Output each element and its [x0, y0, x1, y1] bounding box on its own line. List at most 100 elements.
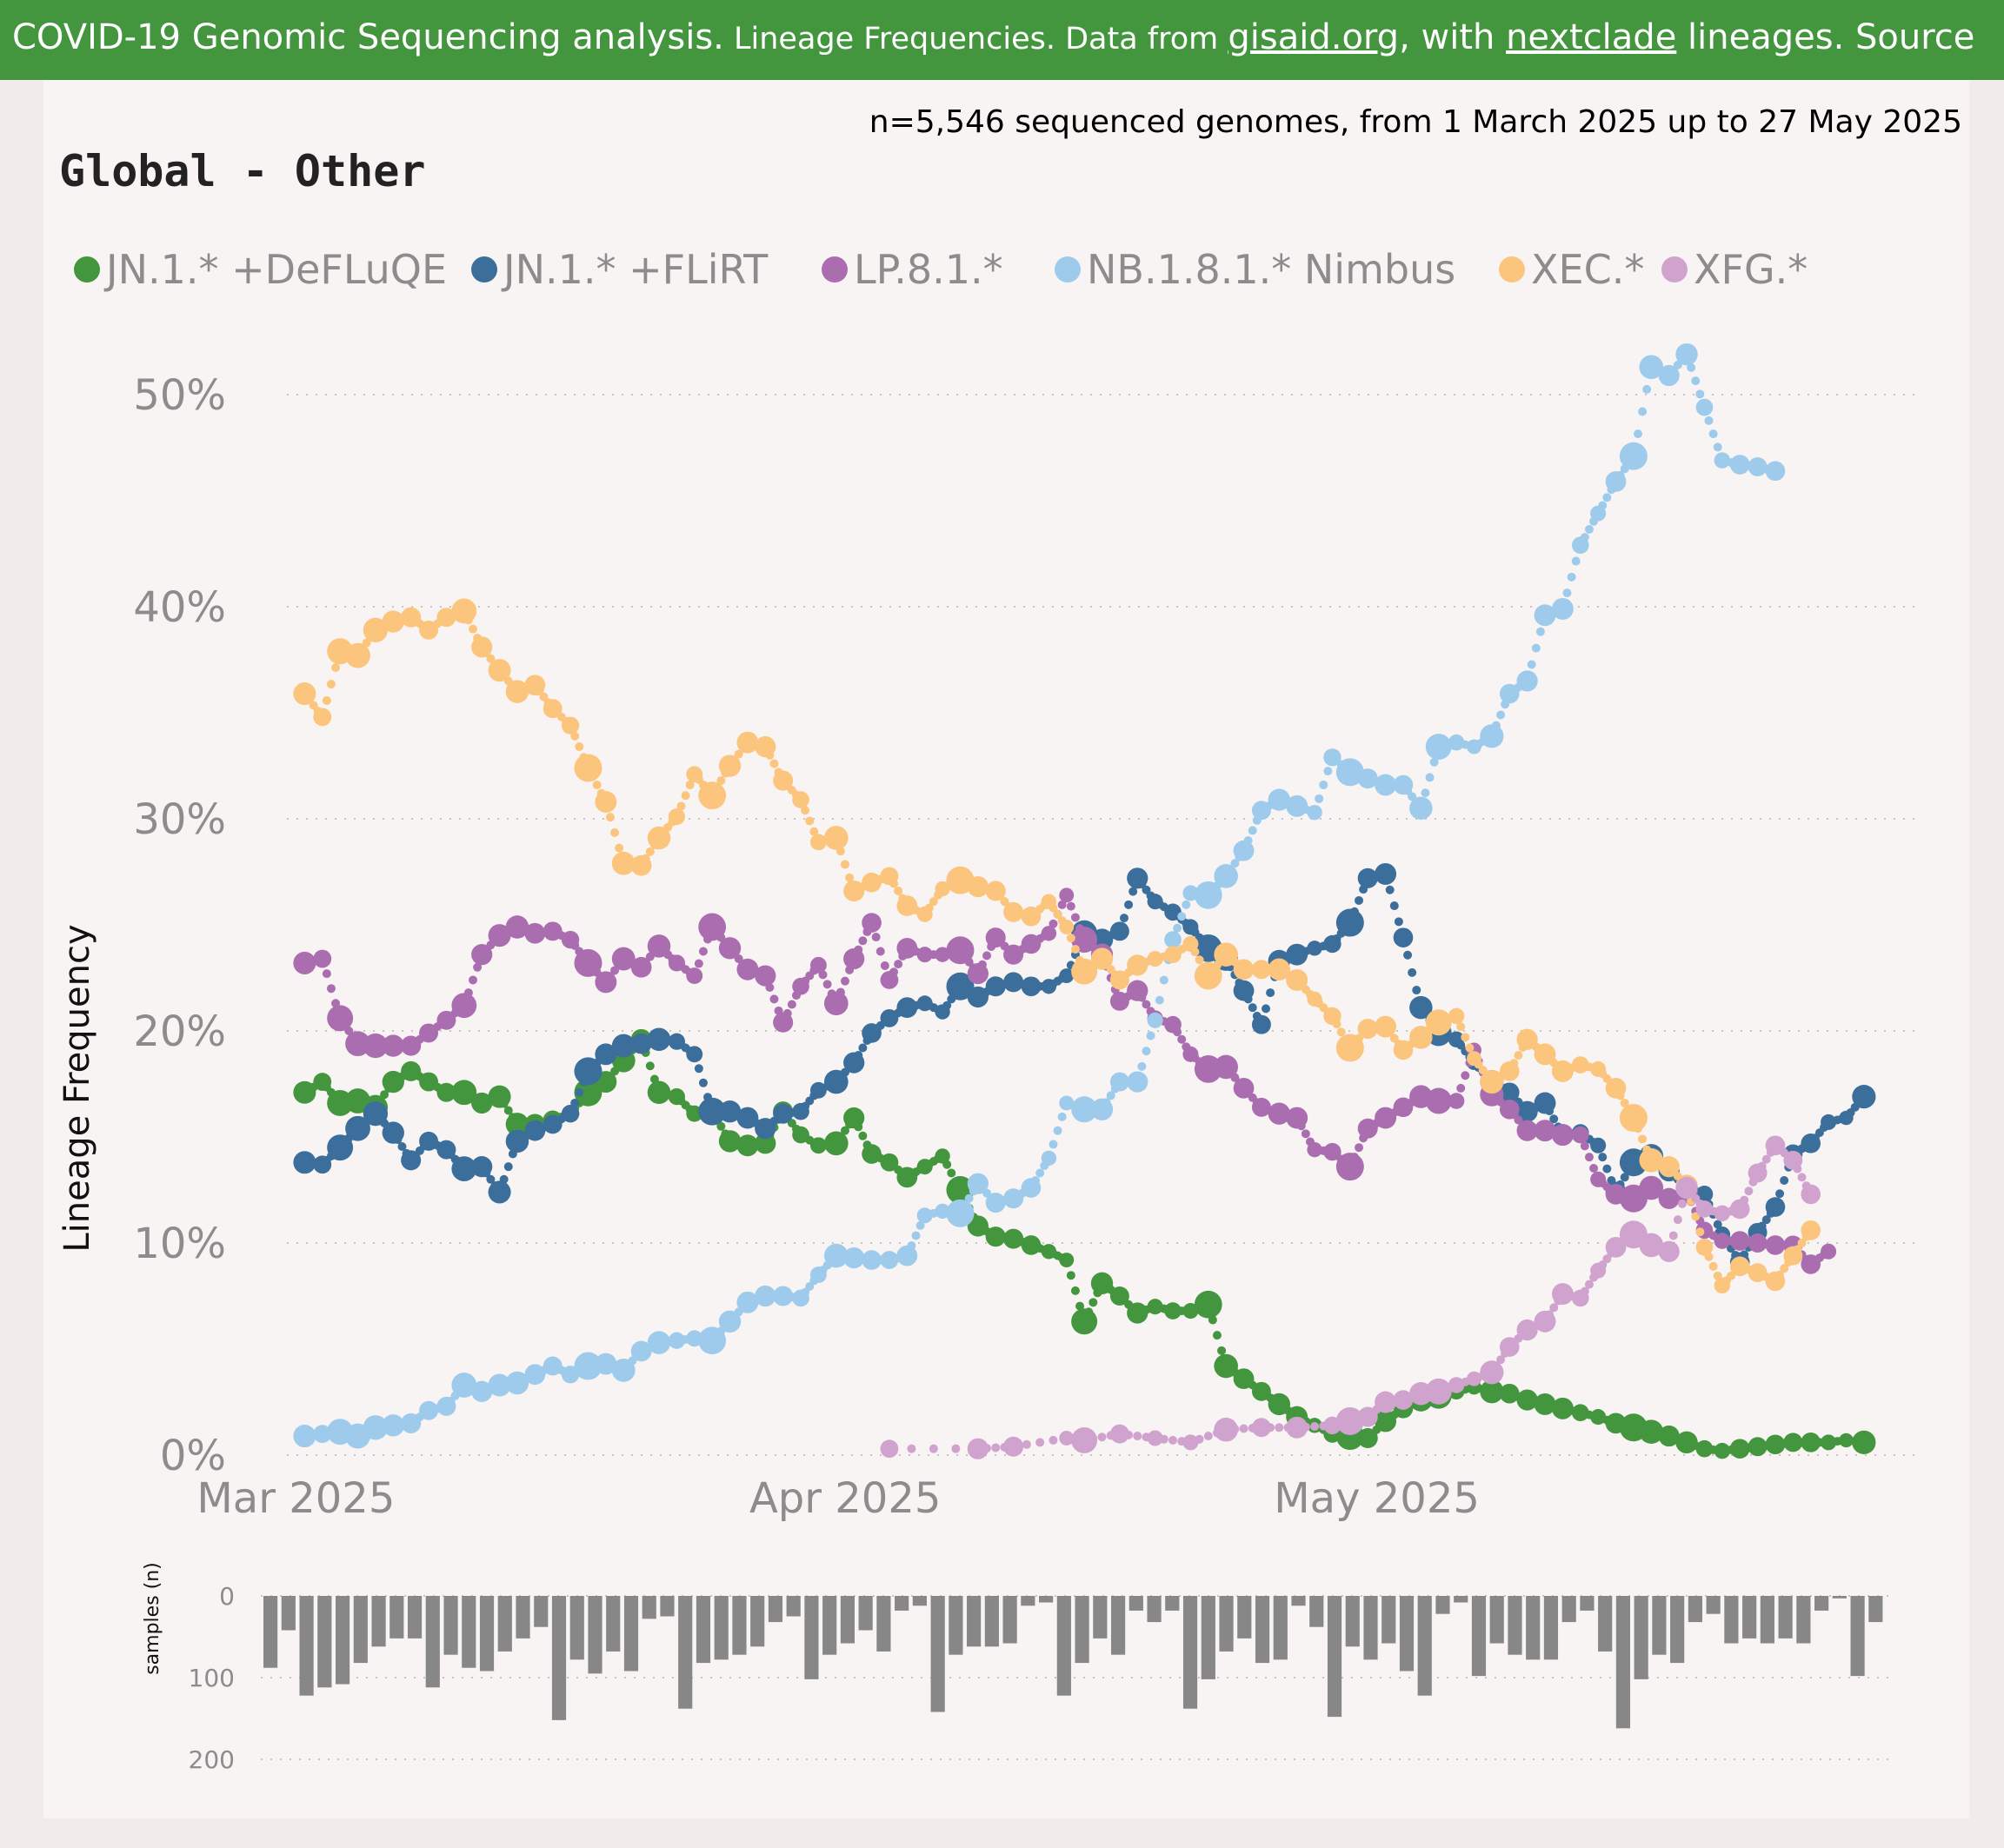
trend-dot [1620, 1098, 1629, 1107]
data-point [1590, 1137, 1607, 1153]
data-point [505, 1371, 529, 1395]
data-point [1286, 968, 1308, 991]
data-point [293, 1151, 316, 1174]
trend-dot [468, 975, 477, 985]
data-point [1516, 1028, 1538, 1050]
data-point [1534, 604, 1556, 627]
data-point [451, 993, 477, 1019]
gisaid-link[interactable]: gisaid.org [1228, 17, 1400, 57]
legend-item-1[interactable]: JN.1.* +FLiRT [471, 246, 769, 293]
data-point [1268, 1102, 1290, 1125]
legend-item-3[interactable]: NB.1.8.1.* Nimbus [1055, 246, 1455, 293]
data-point [382, 1070, 404, 1094]
legend-marker [1661, 256, 1688, 283]
samples-bar [786, 1596, 801, 1617]
data-point [1605, 1236, 1627, 1258]
trend-dot [473, 962, 483, 972]
data-point [736, 1134, 759, 1157]
legend-item-4[interactable]: XEC.* [1499, 246, 1644, 293]
trend-dot [787, 1000, 796, 1009]
trend-dot [1602, 493, 1612, 502]
samples-bar [822, 1596, 837, 1655]
data-point [647, 826, 671, 850]
trend-dot [1066, 934, 1075, 943]
data-point [698, 913, 727, 941]
data-point [935, 947, 950, 962]
data-point [1499, 1099, 1520, 1120]
trend-dot [1057, 900, 1067, 909]
samples-bar [1832, 1596, 1847, 1599]
legend-item-2[interactable]: LP.8.1.* [822, 246, 1003, 293]
data-point [1516, 1319, 1538, 1341]
data-point [1639, 355, 1664, 380]
samples-bar [967, 1596, 982, 1647]
series-xfg [880, 1135, 1821, 1459]
trend-dot [1177, 1034, 1187, 1044]
data-point [1448, 1377, 1465, 1393]
data-point [1233, 959, 1255, 981]
trend-dot [929, 897, 938, 907]
trend-dot [676, 801, 686, 811]
legend-marker [1055, 256, 1081, 283]
y-tick-label: 40% [133, 583, 226, 632]
data-point [1109, 1424, 1129, 1444]
data-point [896, 937, 918, 959]
data-point [1251, 801, 1271, 821]
trend-dot [1584, 1280, 1594, 1289]
data-point [843, 1246, 865, 1269]
y-tick-label: 50% [133, 371, 226, 420]
trend-dot [1177, 912, 1187, 921]
data-point [967, 875, 989, 898]
data-point [736, 731, 759, 754]
samples-bar [714, 1596, 729, 1660]
data-point [1307, 804, 1322, 821]
data-point [1021, 906, 1042, 927]
data-point [524, 1364, 546, 1386]
trend-dot [1704, 415, 1714, 425]
data-point [363, 1415, 389, 1440]
data-point [574, 1057, 603, 1086]
data-point [1448, 1093, 1465, 1109]
data-point [946, 936, 975, 965]
data-point [505, 680, 529, 703]
data-point [1286, 1416, 1308, 1439]
samples-bar [1002, 1596, 1017, 1644]
samples-bar [317, 1596, 332, 1688]
trend-dot [322, 969, 331, 979]
data-point [1695, 1186, 1714, 1203]
data-point [1534, 1092, 1556, 1114]
trend-dot [1128, 887, 1138, 896]
trend-dot [1248, 826, 1257, 835]
samples-y-tick: 200 [189, 1745, 235, 1774]
data-point [345, 642, 370, 668]
samples-bar [895, 1596, 909, 1611]
data-point [809, 1137, 827, 1154]
data-point [792, 977, 809, 995]
data-point [1499, 1383, 1520, 1404]
trend-dot [1168, 1435, 1178, 1445]
data-point [313, 1155, 332, 1174]
data-point [880, 1008, 899, 1027]
trend-dot [1673, 1215, 1682, 1225]
samples-bar [1652, 1596, 1667, 1655]
data-point [668, 954, 685, 972]
data-point [1714, 1233, 1731, 1249]
data-point [1268, 1393, 1290, 1416]
samples-bar [1201, 1596, 1215, 1679]
data-point [1233, 1077, 1255, 1099]
data-point [1323, 1007, 1342, 1026]
legend-item-5[interactable]: XFG.* [1661, 246, 1808, 293]
trend-dot [486, 1174, 496, 1184]
trend-dot [1797, 1239, 1807, 1247]
data-point [1182, 885, 1199, 901]
trend-dot [1336, 1027, 1346, 1037]
legend-item-0[interactable]: JN.1.* +DeFLuQE [74, 246, 447, 293]
samples-bar [1327, 1596, 1342, 1718]
samples-bar [1598, 1596, 1613, 1652]
samples-bar [732, 1596, 747, 1655]
data-point [1714, 1442, 1731, 1459]
data-point [1375, 774, 1397, 796]
nextclade-link[interactable]: nextclade [1506, 17, 1677, 57]
legend-label: JN.1.* +FLiRT [501, 246, 769, 293]
trend-dot [858, 1043, 868, 1053]
